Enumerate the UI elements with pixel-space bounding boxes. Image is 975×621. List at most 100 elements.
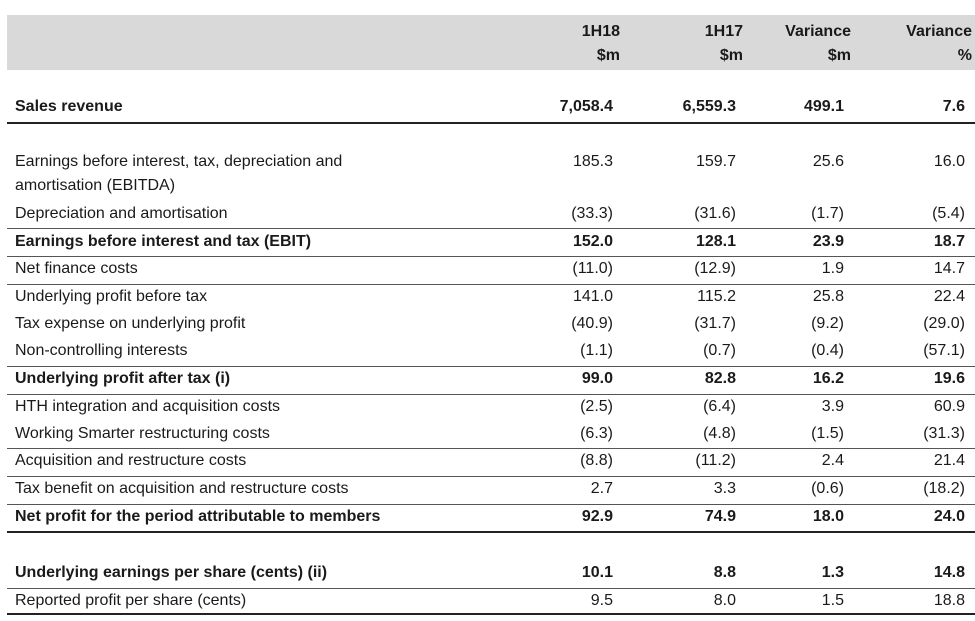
row-divider <box>7 588 975 589</box>
value-variance-percent: 19.6 <box>933 370 965 387</box>
header-1h17-title: 1H17 <box>704 23 743 40</box>
value-variance-dollars: (1.7) <box>811 205 844 222</box>
row-divider <box>7 448 975 449</box>
table-header: 1H18 $m 1H17 $m Variance $m Variance % <box>7 15 975 70</box>
value-variance-percent: (18.2) <box>923 480 965 497</box>
value-variance-percent: 24.0 <box>933 508 965 525</box>
value-1h17: (11.2) <box>695 452 736 469</box>
header-variance-dollars-title: Variance <box>785 23 851 40</box>
value-1h17: 82.8 <box>704 370 736 387</box>
row-divider <box>7 613 975 615</box>
value-1h17: 128.1 <box>695 233 736 250</box>
value-variance-dollars: (1.5) <box>811 425 844 442</box>
row-divider <box>7 394 975 395</box>
row-divider <box>7 256 975 257</box>
header-variance-percent: Variance % <box>859 20 972 68</box>
header-1h18-unit: $m <box>596 47 620 64</box>
value-variance-dollars: 499.1 <box>803 98 844 115</box>
value-variance-percent: 22.4 <box>933 288 965 305</box>
row-divider <box>7 504 975 505</box>
value-variance-dollars: 1.3 <box>821 564 844 581</box>
value-variance-dollars: 16.2 <box>812 370 844 387</box>
row-label: Earnings before interest and tax (EBIT) <box>15 233 312 250</box>
value-1h18: 185.3 <box>572 153 613 170</box>
row-label: Underlying earnings per share (cents) (i… <box>15 564 328 581</box>
row-divider <box>7 228 975 229</box>
value-1h17: 8.0 <box>713 592 736 609</box>
header-variance-dollars: Variance $m <box>736 20 851 68</box>
value-1h18: (8.8) <box>580 452 613 469</box>
row-label: Tax expense on underlying profit <box>15 315 246 332</box>
value-1h18: (6.3) <box>580 425 613 442</box>
value-variance-percent: 14.7 <box>933 260 965 277</box>
value-1h18: 9.5 <box>590 592 613 609</box>
header-1h17-unit: $m <box>719 47 743 64</box>
value-1h17: 8.8 <box>713 564 736 581</box>
row-label-continued: amortisation (EBITDA) <box>15 177 176 194</box>
value-variance-percent: 21.4 <box>933 452 965 469</box>
row-divider <box>7 476 975 477</box>
value-1h18: (40.9) <box>571 315 613 332</box>
row-label: Earnings before interest, tax, depreciat… <box>15 153 343 170</box>
value-1h17: (31.6) <box>694 205 736 222</box>
row-divider <box>7 531 975 533</box>
row-divider <box>7 366 975 367</box>
header-1h17: 1H17 $m <box>633 20 743 68</box>
value-variance-percent: 18.8 <box>933 592 965 609</box>
header-1h18: 1H18 $m <box>510 20 620 68</box>
value-1h18: 2.7 <box>590 480 613 497</box>
value-1h17: (6.4) <box>703 398 736 415</box>
value-variance-dollars: (0.6) <box>811 480 844 497</box>
row-label: Net profit for the period attributable t… <box>15 508 381 525</box>
value-variance-dollars: 1.5 <box>821 592 844 609</box>
row-label: Non-controlling interests <box>15 342 188 359</box>
value-variance-percent: 16.0 <box>933 153 965 170</box>
value-1h17: 159.7 <box>695 153 736 170</box>
value-variance-dollars: 1.9 <box>821 260 844 277</box>
value-1h18: (11.0) <box>572 260 613 277</box>
row-label: Reported profit per share (cents) <box>15 592 247 609</box>
value-1h17: 115.2 <box>697 288 736 305</box>
value-variance-percent: (31.3) <box>923 425 965 442</box>
value-variance-dollars: (9.2) <box>811 315 844 332</box>
row-label: Acquisition and restructure costs <box>15 452 247 469</box>
value-variance-percent: (57.1) <box>923 342 965 359</box>
value-1h17: 74.9 <box>704 508 736 525</box>
row-label: Depreciation and amortisation <box>15 205 228 222</box>
value-variance-percent: (5.4) <box>932 205 965 222</box>
value-variance-dollars: 25.6 <box>812 153 844 170</box>
value-1h17: (4.8) <box>703 425 736 442</box>
value-1h18: 7,058.4 <box>559 98 613 115</box>
header-variance-percent-title: Variance <box>906 23 972 40</box>
value-variance-dollars: 25.8 <box>812 288 844 305</box>
value-1h17: 6,559.3 <box>682 98 736 115</box>
row-label: Underlying profit after tax (i) <box>15 370 231 387</box>
value-1h17: (0.7) <box>703 342 736 359</box>
value-1h18: 92.9 <box>581 508 613 525</box>
value-1h17: 3.3 <box>713 480 736 497</box>
row-divider <box>7 122 975 124</box>
row-label: Net finance costs <box>15 260 138 277</box>
value-1h18: (2.5) <box>580 398 613 415</box>
value-1h18: 10.1 <box>581 564 613 581</box>
value-variance-dollars: 23.9 <box>812 233 844 250</box>
value-variance-percent: 14.8 <box>933 564 965 581</box>
row-label: HTH integration and acquisition costs <box>15 398 281 415</box>
value-variance-dollars: 3.9 <box>821 398 844 415</box>
header-variance-dollars-unit: $m <box>827 47 851 64</box>
value-variance-dollars: 18.0 <box>812 508 844 525</box>
row-divider <box>7 284 975 285</box>
value-1h17: (31.7) <box>694 315 736 332</box>
value-1h18: 99.0 <box>581 370 613 387</box>
row-label: Tax benefit on acquisition and restructu… <box>15 480 349 497</box>
header-1h18-title: 1H18 <box>581 23 620 40</box>
value-variance-percent: 60.9 <box>933 398 965 415</box>
header-variance-percent-unit: % <box>957 47 972 64</box>
row-label: Underlying profit before tax <box>15 288 208 305</box>
value-variance-percent: (29.0) <box>923 315 965 332</box>
value-1h17: (12.9) <box>694 260 736 277</box>
value-variance-percent: 7.6 <box>942 98 965 115</box>
row-label: Working Smarter restructuring costs <box>15 425 270 442</box>
row-label: Sales revenue <box>15 98 123 115</box>
